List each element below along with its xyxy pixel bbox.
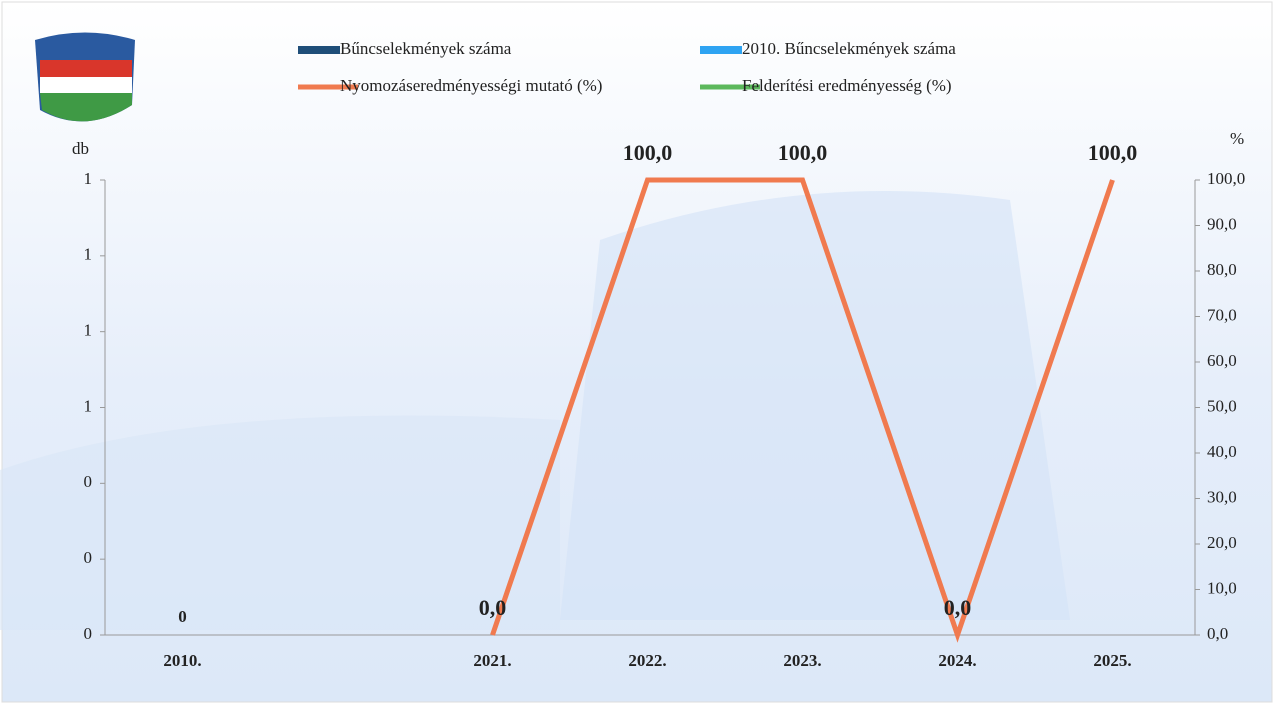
x-tick-label: 2010. (163, 651, 201, 670)
x-tick-label: 2022. (628, 651, 666, 670)
y2-tick-label: 20,0 (1207, 533, 1237, 552)
data-label: 100,0 (1088, 140, 1138, 165)
y-axis-label: db (72, 139, 89, 158)
legend-swatch (700, 46, 742, 54)
y2-axis-label: % (1230, 129, 1244, 148)
y2-tick-label: 30,0 (1207, 487, 1237, 506)
data-label: 0 (178, 607, 187, 626)
y2-tick-label: 60,0 (1207, 351, 1237, 370)
y-tick-label: 1 (84, 169, 93, 188)
legend-label: Nyomozáseredményességi mutató (%) (340, 76, 602, 95)
y2-tick-label: 50,0 (1207, 396, 1237, 415)
y2-tick-label: 80,0 (1207, 260, 1237, 279)
y2-tick-label: 10,0 (1207, 578, 1237, 597)
data-label: 100,0 (778, 140, 828, 165)
y-tick-label: 0 (84, 472, 93, 491)
y2-tick-label: 40,0 (1207, 442, 1237, 461)
x-tick-label: 2023. (783, 651, 821, 670)
logo (35, 32, 135, 122)
data-label: 0,0 (479, 595, 507, 620)
y-tick-label: 1 (84, 321, 93, 340)
y2-tick-label: 100,0 (1207, 169, 1245, 188)
y2-tick-label: 90,0 (1207, 214, 1237, 233)
building-backdrop (0, 415, 560, 630)
y-tick-label: 0 (84, 624, 93, 643)
y2-tick-label: 0,0 (1207, 624, 1228, 643)
x-tick-label: 2024. (938, 651, 976, 670)
x-tick-label: 2021. (473, 651, 511, 670)
legend-label: Bűncselekmények száma (340, 39, 512, 58)
data-label: 0,0 (944, 595, 972, 620)
y-tick-label: 1 (84, 396, 93, 415)
line (490, 177, 1115, 643)
legend-label: Felderítési eredményesség (%) (742, 76, 952, 95)
building-backdrop (560, 191, 1070, 620)
data-label: 100,0 (623, 140, 673, 165)
y-tick-label: 0 (84, 548, 93, 567)
y2-tick-label: 70,0 (1207, 305, 1237, 324)
legend-label: 2010. Bűncselekmények száma (742, 39, 956, 58)
y-tick-label: 1 (84, 245, 93, 264)
x-tick-label: 2025. (1093, 651, 1131, 670)
legend-swatch (298, 46, 340, 54)
